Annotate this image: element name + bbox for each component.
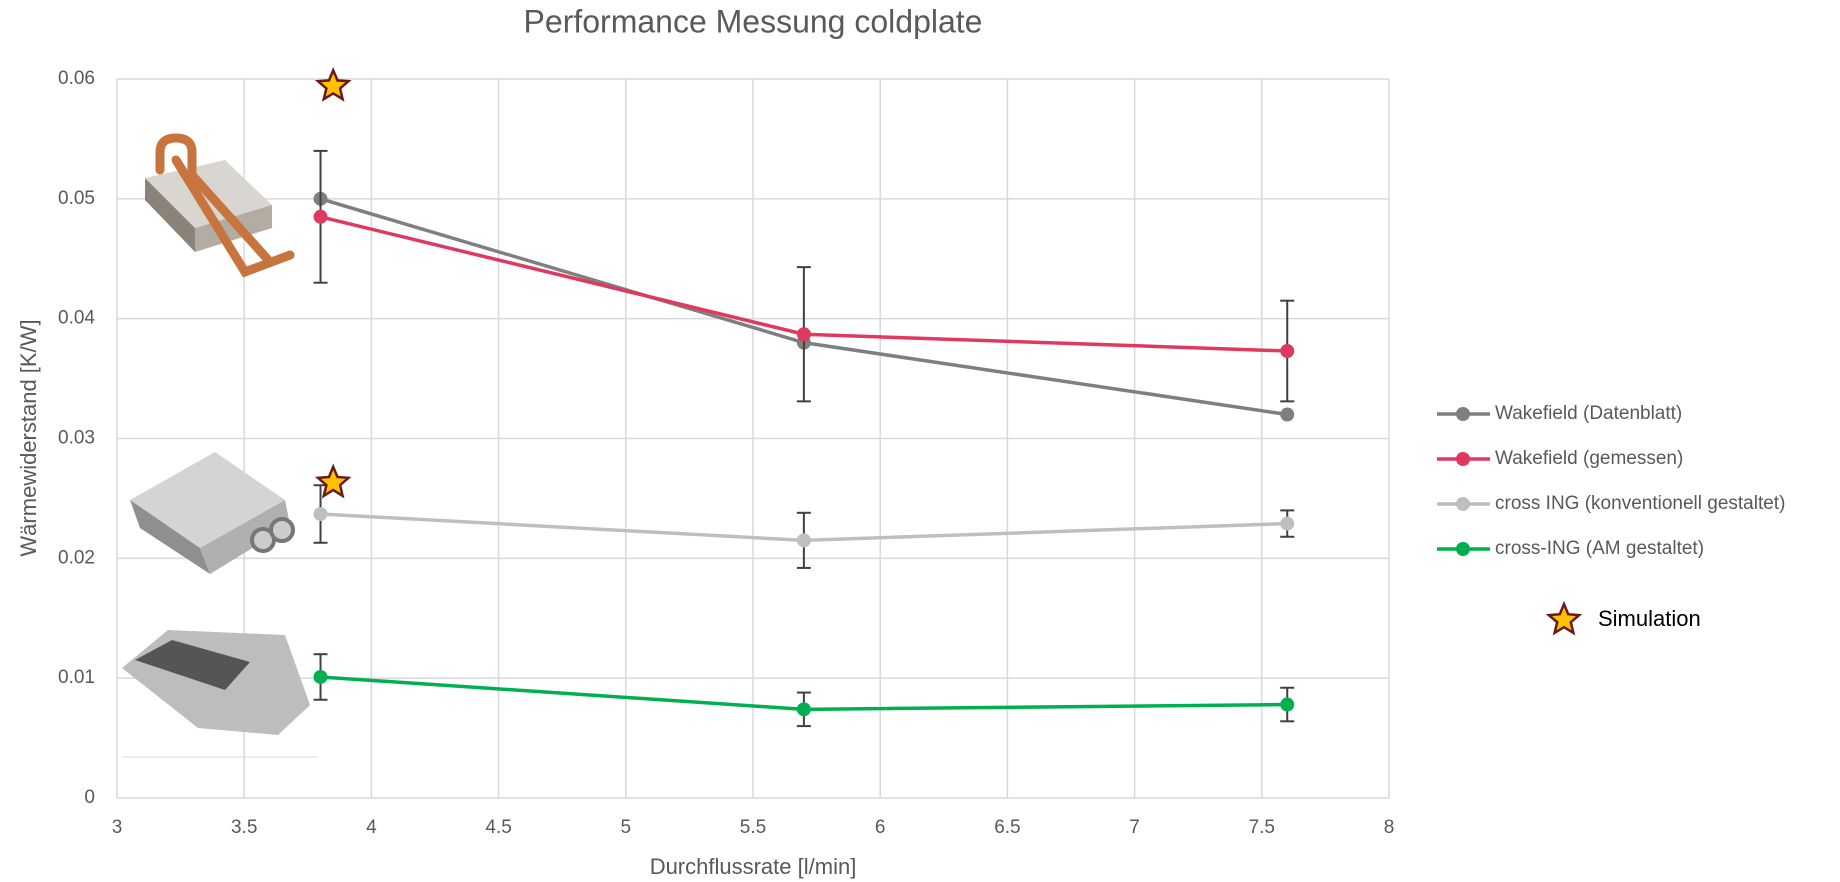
legend-label: Wakefield (gemessen) [1495, 448, 1683, 469]
y-axis-label: Wärmewiderstand [K/W] [16, 319, 41, 556]
legend-marker [1456, 407, 1470, 421]
simulation-marker [318, 467, 349, 496]
data-point [314, 507, 328, 521]
x-tick-label: 6.5 [994, 817, 1020, 838]
simulation-marker [318, 70, 349, 99]
image-wakefield [145, 138, 290, 272]
x-tick-label: 5 [621, 817, 632, 838]
legend-label: cross ING (konventionell gestaltet) [1495, 493, 1785, 514]
legend-marker [1456, 497, 1470, 511]
legend-label: Wakefield (Datenblatt) [1495, 403, 1682, 424]
legend-marker [1549, 604, 1579, 633]
y-tick-label: 0.02 [58, 547, 95, 568]
x-tick-label: 4 [366, 817, 377, 838]
data-point [797, 533, 811, 547]
image-am [122, 630, 318, 757]
data-point [1280, 408, 1294, 422]
y-tick-label: 0.05 [58, 188, 95, 209]
product-images [122, 138, 318, 757]
data-point [797, 702, 811, 716]
y-tick-label: 0.01 [58, 667, 95, 688]
data-point [314, 670, 328, 684]
x-axis-label: Durchflussrate [l/min] [650, 854, 857, 879]
legend-marker [1456, 542, 1470, 556]
x-tick-label: 7.5 [1249, 817, 1275, 838]
data-point [1280, 698, 1294, 712]
x-tick-label: 8 [1384, 817, 1395, 838]
y-tick-label: 0.06 [58, 68, 95, 89]
chart-title: Performance Messung coldplate [524, 3, 983, 39]
legend-label: cross-ING (AM gestaltet) [1495, 538, 1704, 559]
chart: Performance Messung coldplate Durchfluss… [0, 0, 1840, 882]
x-tick-label: 3 [112, 817, 123, 838]
y-tick-label: 0.04 [58, 308, 95, 329]
x-tick-label: 5.5 [740, 817, 766, 838]
data-point [1280, 344, 1294, 358]
grid [117, 79, 1389, 798]
x-tick-label: 3.5 [231, 817, 257, 838]
image-cross-ing [130, 452, 293, 574]
y-tick-label: 0 [84, 787, 95, 808]
data-point [1280, 517, 1294, 531]
x-tick-label: 7 [1129, 817, 1140, 838]
legend-marker [1456, 452, 1470, 466]
data-point [314, 210, 328, 224]
legend-label: Simulation [1598, 606, 1701, 631]
y-tick-label: 0.03 [58, 428, 95, 449]
x-tick-label: 6 [875, 817, 886, 838]
x-tick-label: 4.5 [485, 817, 511, 838]
data-point [797, 327, 811, 341]
